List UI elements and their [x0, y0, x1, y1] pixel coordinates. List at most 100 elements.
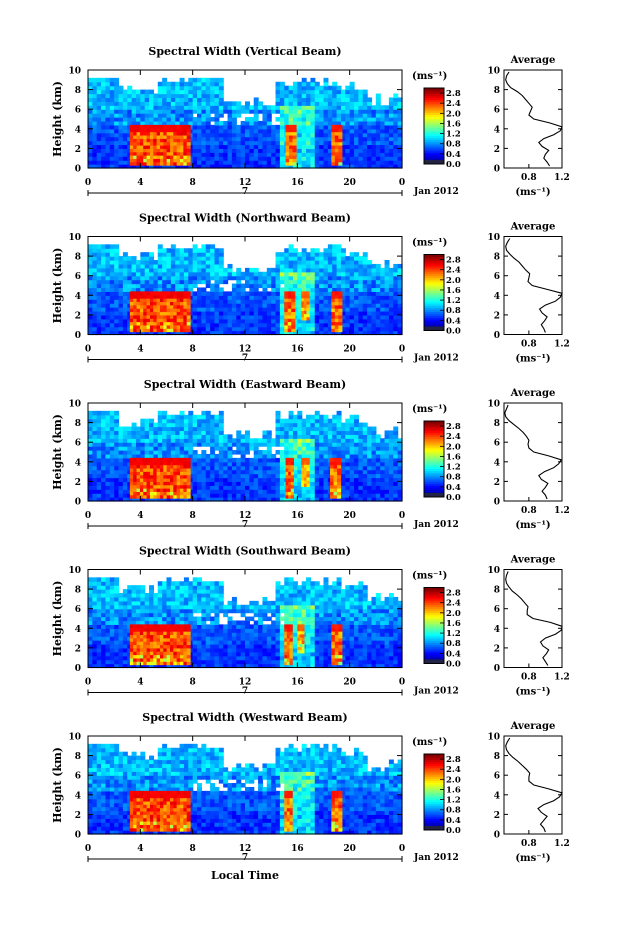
band-cell: [338, 298, 343, 303]
heatmap-cell: [183, 97, 189, 102]
heatmap-cell: [266, 152, 272, 157]
heatmap-cell: [162, 77, 168, 83]
heatmap-cell: [314, 156, 320, 161]
heatmap-cell: [306, 422, 312, 428]
heatmap-cell: [88, 438, 93, 443]
heatmap-cell: [249, 271, 255, 277]
heatmap-cell: [144, 164, 150, 169]
heatmap-cell: [201, 248, 207, 253]
heatmap-cell: [349, 128, 355, 134]
heatmap-cell: [105, 457, 111, 463]
band-cell: [284, 314, 289, 319]
heatmap-cell: [157, 330, 163, 336]
colorbar-step: [424, 124, 444, 127]
colorbar-step: [424, 277, 444, 280]
band-cell: [146, 131, 151, 136]
heatmap-cell: [183, 283, 189, 289]
heatmap-cell: [245, 481, 250, 486]
heatmap-cell: [393, 160, 399, 165]
heatmap-cell: [183, 279, 189, 285]
heatmap-cell: [380, 322, 386, 328]
heatmap-cell: [231, 148, 237, 153]
heatmap-cell: [236, 279, 242, 285]
band-cell: [133, 124, 138, 129]
heatmap-cell: [214, 97, 220, 102]
band-cell: [186, 294, 191, 299]
heatmap-cell: [367, 148, 373, 153]
average-x-label: (ms⁻¹): [515, 187, 550, 198]
heatmap-cell: [314, 291, 320, 296]
heatmap-cell: [393, 120, 399, 126]
heatmap-cell: [218, 330, 224, 336]
heatmap-cell: [223, 318, 229, 324]
band-cell: [173, 124, 178, 129]
band-cell: [289, 131, 294, 136]
heatmap-cell: [96, 148, 102, 153]
heatmap-cell: [231, 152, 237, 157]
heatmap-cell: [157, 279, 163, 285]
heatmap-cell: [388, 299, 394, 304]
band-cell: [159, 328, 164, 333]
colorbar-step: [424, 89, 444, 93]
heatmap-cell: [258, 124, 264, 130]
heatmap-cell: [114, 422, 120, 428]
heatmap-cell: [96, 481, 102, 486]
heatmap-cell: [101, 252, 107, 257]
heatmap-cell: [210, 481, 216, 486]
heatmap-cell: [170, 279, 176, 285]
heatmap-cell: [188, 322, 194, 328]
heatmap-cell: [88, 295, 93, 300]
heatmap-cell: [388, 291, 394, 296]
heatmap-cell: [162, 109, 168, 114]
band-cell: [176, 311, 181, 316]
heatmap-cell: [358, 101, 364, 106]
heatmap-cell: [223, 434, 229, 439]
heatmap-cell: [179, 410, 185, 416]
heatmap-cell: [170, 260, 176, 265]
heatmap-cell: [179, 279, 185, 285]
band-cell: [136, 124, 141, 129]
heatmap-cell: [258, 283, 264, 289]
heatmap-cell: [140, 426, 146, 432]
heatmap-cell: [114, 85, 120, 91]
heatmap-cell: [144, 117, 150, 122]
band-cell: [331, 141, 336, 146]
band-cell: [129, 141, 134, 146]
heatmap-cell: [292, 322, 298, 328]
heatmap-cell: [214, 160, 220, 165]
heatmap-cell: [122, 465, 128, 471]
heatmap-cell: [271, 314, 277, 320]
heatmap-cell: [223, 109, 229, 114]
heatmap-cell: [101, 85, 107, 91]
heatmap-cell: [122, 279, 128, 285]
heatmap-cell: [118, 469, 124, 475]
heatmap-cell: [306, 493, 312, 498]
heatmap-cell: [279, 160, 285, 165]
heatmap-cell: [127, 287, 133, 292]
heatmap-cell: [275, 414, 281, 420]
heatmap-cell: [197, 477, 202, 482]
band-cell: [306, 304, 310, 308]
colorbar-step: [424, 112, 444, 116]
heatmap-cell: [96, 485, 102, 490]
heatmap-cell: [288, 430, 294, 435]
heatmap-cell: [301, 446, 307, 451]
heatmap-cell: [214, 101, 220, 106]
band-cell: [291, 318, 296, 323]
x-tick-label: 8: [190, 345, 196, 355]
heatmap-cell: [88, 446, 93, 451]
band-cell: [156, 141, 161, 146]
band-cell: [163, 134, 168, 139]
heatmap-cell: [197, 279, 202, 285]
heatmap-cell: [170, 422, 176, 428]
heatmap-cell: [310, 93, 316, 99]
heatmap-cell: [210, 303, 216, 308]
heatmap-cell: [380, 267, 386, 273]
heatmap-cell: [118, 307, 124, 312]
heatmap-cell: [279, 252, 285, 257]
heatmap-cell: [284, 113, 290, 118]
heatmap-cell: [323, 279, 329, 285]
band-cell: [284, 304, 289, 309]
heatmap-cell: [101, 97, 107, 102]
heatmap-cell: [210, 128, 216, 134]
